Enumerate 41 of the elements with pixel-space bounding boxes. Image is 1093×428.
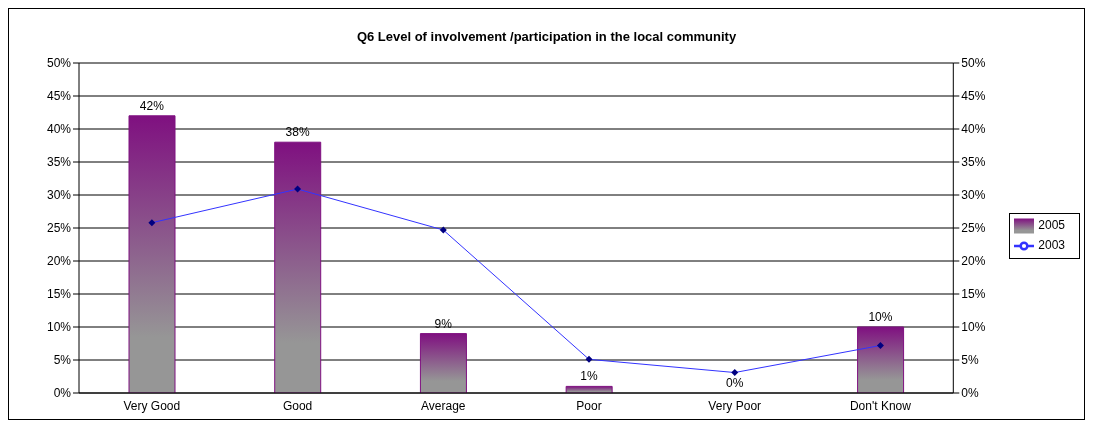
y2-tick-label: 0% bbox=[961, 386, 979, 401]
y2-tick-label: 30% bbox=[961, 188, 986, 203]
y2-tick-label: 15% bbox=[961, 287, 986, 302]
data-label: 0% bbox=[726, 376, 744, 390]
y-tick-label: 50% bbox=[46, 56, 72, 71]
y2-tick-label: 25% bbox=[961, 221, 986, 236]
bar bbox=[128, 115, 176, 393]
data-label: 42% bbox=[139, 98, 165, 113]
chart-title: Q6 Level of involvement /participation in the local community bbox=[355, 29, 738, 44]
x-tick-label: Average bbox=[421, 398, 466, 413]
y-tick-label: 35% bbox=[46, 155, 72, 170]
y-tick-label: 20% bbox=[46, 254, 72, 269]
x-tick-label: Very Poor bbox=[708, 398, 762, 413]
legend-label: 2003 bbox=[1038, 238, 1065, 253]
data-label: 9% bbox=[434, 316, 453, 331]
y-tick-label: 15% bbox=[46, 287, 72, 302]
data-label: 10% bbox=[868, 310, 893, 324]
x-tick-label: Poor bbox=[576, 398, 602, 413]
data-label: 38% bbox=[285, 125, 310, 140]
y-tick-label: 25% bbox=[46, 221, 72, 236]
bar bbox=[857, 326, 905, 393]
y-tick-label: 10% bbox=[46, 320, 72, 335]
y2-tick-label: 40% bbox=[961, 122, 986, 137]
bar bbox=[274, 141, 322, 393]
y2-tick-label: 10% bbox=[961, 320, 986, 335]
y2-tick-label: 35% bbox=[961, 155, 986, 170]
y2-tick-label: 20% bbox=[961, 254, 986, 269]
x-tick-label: Good bbox=[282, 398, 313, 413]
y-tick-label: 30% bbox=[46, 188, 72, 203]
y-tick-label: 0% bbox=[53, 386, 72, 401]
data-label: 1% bbox=[580, 369, 599, 384]
x-tick-label: Very Good bbox=[123, 398, 181, 413]
y2-tick-label: 45% bbox=[961, 89, 986, 104]
legend-label: 2005 bbox=[1038, 218, 1065, 233]
y2-tick-label: 50% bbox=[961, 56, 986, 71]
y2-tick-label: 5% bbox=[961, 353, 979, 368]
bar bbox=[419, 333, 467, 393]
y-tick-label: 5% bbox=[53, 353, 72, 368]
x-tick-label: Don't Know bbox=[849, 398, 912, 413]
y-tick-label: 45% bbox=[46, 89, 72, 104]
y-tick-label: 40% bbox=[46, 122, 72, 137]
